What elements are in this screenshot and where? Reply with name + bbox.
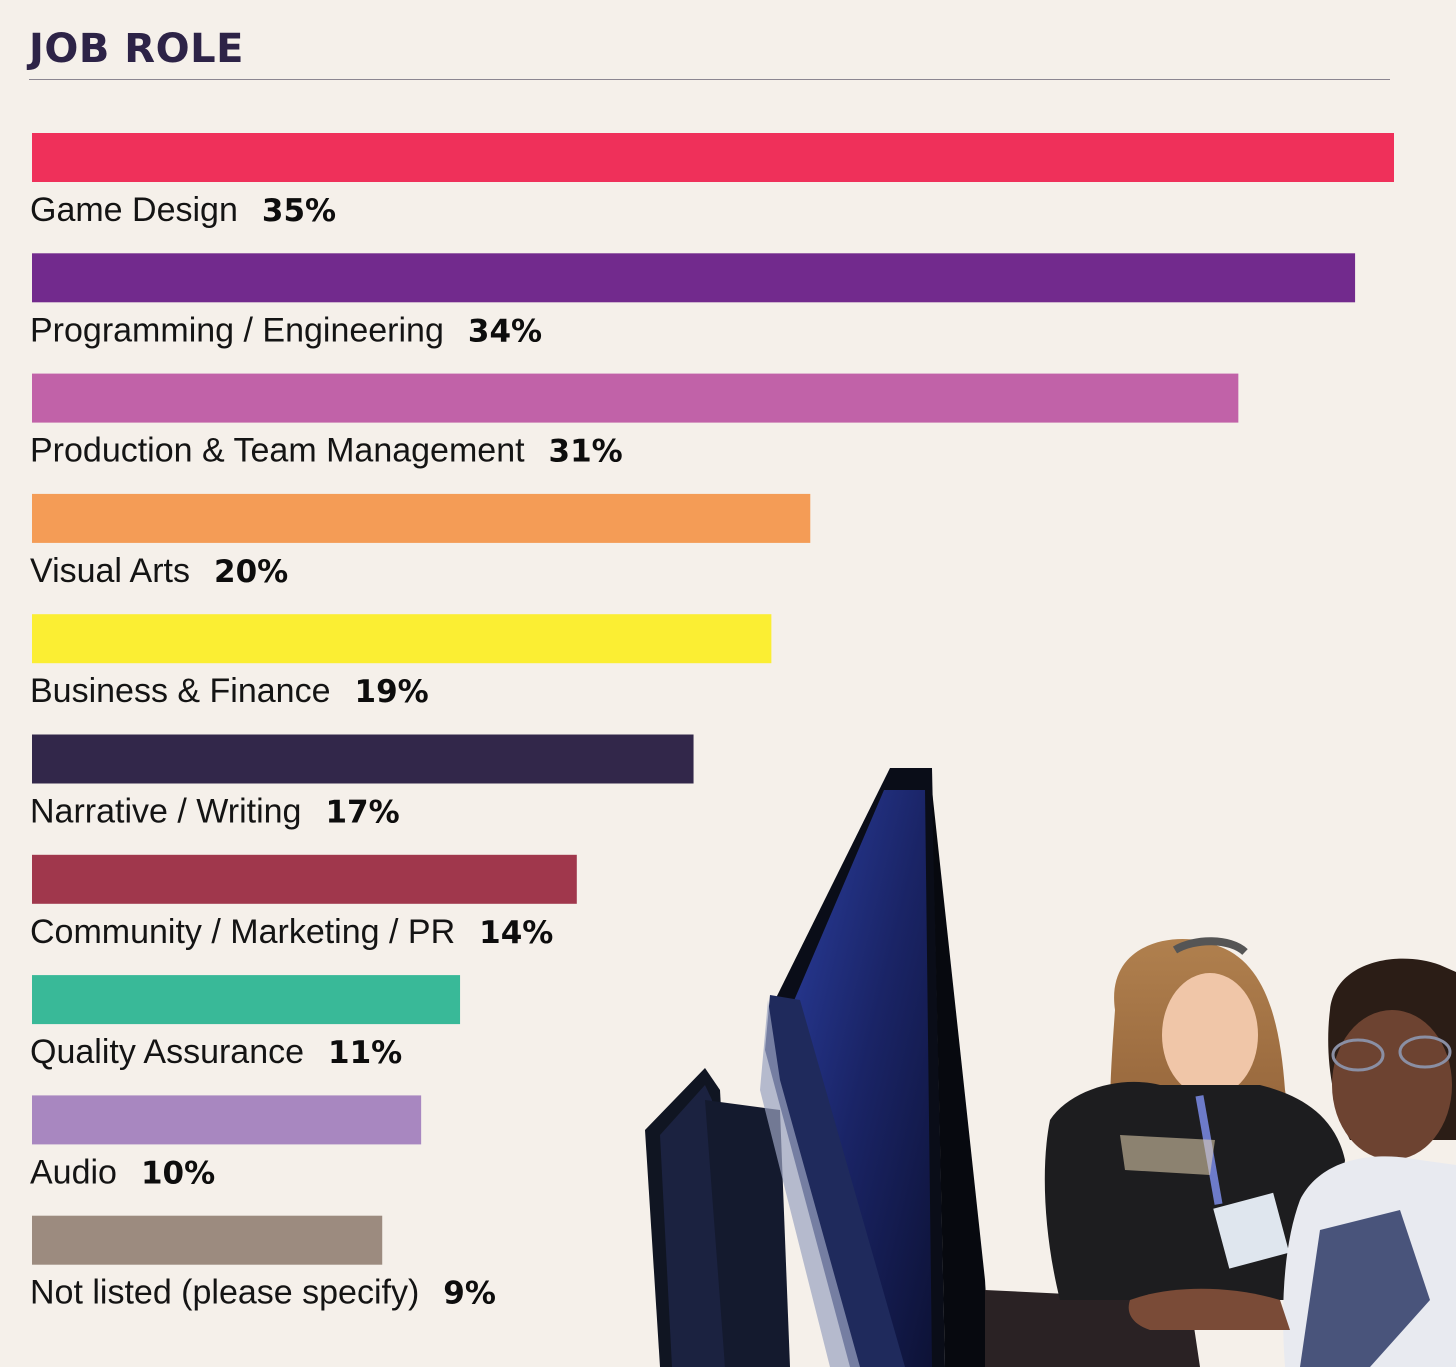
bar-value-label: 10%	[141, 1155, 215, 1191]
bar-visual-arts	[32, 493, 811, 543]
bar-production-team-management	[32, 373, 1239, 423]
bar-group-production-team-management: Production & Team Management 31%	[30, 373, 1239, 470]
bar-label: Community / Marketing / PR	[30, 913, 455, 951]
bar-narrative-writing	[32, 734, 694, 784]
bar-label: Programming / Engineering	[30, 311, 444, 349]
bar-group-business-finance: Business & Finance 19%	[30, 614, 772, 710]
bar-label: Not listed (please specify)	[30, 1274, 419, 1312]
bar-quality-assurance	[32, 975, 461, 1025]
bar-label: Business & Finance	[30, 672, 331, 710]
bar-group-visual-arts: Visual Arts 20%	[30, 493, 811, 590]
bar-label: Visual Arts	[30, 552, 190, 590]
chart-title: JOB ROLE	[29, 26, 244, 72]
bar-audio	[32, 1095, 422, 1145]
bar-label: Game Design	[30, 191, 238, 229]
bar-label: Production & Team Management	[30, 432, 525, 470]
bar-value-label: 17%	[325, 795, 399, 831]
bar-group-narrative-writing: Narrative / Writing 17%	[30, 734, 694, 831]
bar-programming-engineering	[32, 253, 1356, 303]
bar-business-finance	[32, 614, 772, 664]
bar-label: Audio	[30, 1153, 117, 1191]
bar-label: Narrative / Writing	[30, 793, 301, 831]
bar-value-label: 9%	[443, 1276, 496, 1312]
bar-community-marketing-pr	[32, 854, 577, 904]
bar-group-game-design: Game Design 35%	[30, 133, 1394, 229]
bar-value-label: 19%	[355, 674, 429, 710]
bar-label: Quality Assurance	[30, 1033, 304, 1071]
bar-game-design	[32, 133, 1394, 182]
bar-group-audio: Audio 10%	[30, 1095, 422, 1191]
bar-group-community-marketing-pr: Community / Marketing / PR 14%	[30, 854, 577, 951]
bar-group-quality-assurance: Quality Assurance 11%	[30, 975, 461, 1071]
bar-value-label: 11%	[328, 1035, 402, 1071]
bar-group-not-listed-please-specify: Not listed (please specify) 9%	[30, 1215, 496, 1312]
title-divider	[29, 79, 1390, 80]
bar-not-listed-please-specify	[32, 1215, 383, 1265]
bar-value-label: 31%	[549, 434, 623, 470]
bar-value-label: 35%	[262, 193, 336, 229]
bar-value-label: 34%	[468, 313, 542, 349]
bar-value-label: 14%	[479, 915, 553, 951]
bar-group-programming-engineering: Programming / Engineering 34%	[30, 253, 1356, 349]
bar-value-label: 20%	[214, 554, 288, 590]
